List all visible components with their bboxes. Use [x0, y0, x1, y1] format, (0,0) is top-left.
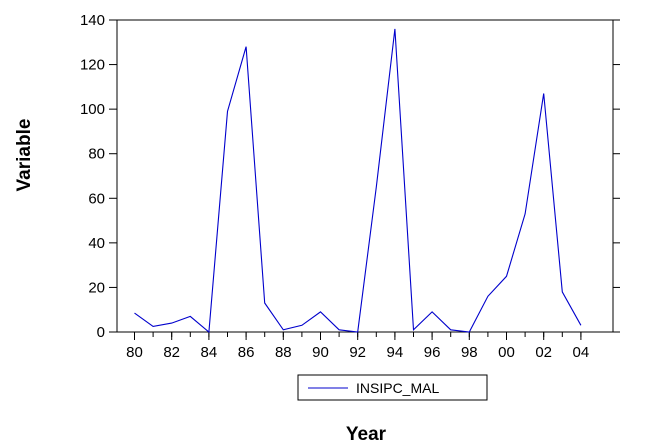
legend-label: INSIPC_MAL [356, 380, 439, 396]
x-axis-title: Year [346, 424, 387, 445]
x-tick-label: 88 [275, 344, 292, 361]
x-tick-label: 90 [312, 344, 329, 361]
x-tick-label: 94 [387, 344, 404, 361]
x-axis-ticks: 80 82 84 86 88 90 92 94 96 98 00 02 04 [126, 332, 589, 361]
chart-series [134, 28, 582, 334]
x-tick-label: 98 [461, 344, 478, 361]
plot-frame [116, 19, 614, 333]
y-axis-ticks: 0 20 40 60 80 100 120 140 [80, 12, 620, 341]
y-axis-title: Variable [14, 119, 35, 192]
x-tick-label: 96 [424, 344, 441, 361]
y-tick-label: 140 [80, 12, 105, 29]
x-tick-label: 86 [238, 344, 255, 361]
y-tick-label: 40 [88, 235, 105, 252]
x-tick-label: 80 [126, 344, 143, 361]
y-tick-label: 20 [88, 279, 105, 296]
chart-axes [116, 19, 614, 333]
x-tick-label: 04 [573, 344, 590, 361]
x-tick-label: 00 [498, 344, 515, 361]
x-tick-label: 92 [349, 344, 366, 361]
x-tick-label: 82 [163, 344, 180, 361]
y-tick-label: 60 [88, 190, 105, 207]
chart-legend: INSIPC_MAL [297, 374, 488, 401]
series-line [134, 28, 582, 334]
x-tick-label: 84 [201, 344, 218, 361]
y-tick-label: 80 [88, 146, 105, 163]
y-tick-label: 100 [80, 101, 105, 118]
y-tick-label: 0 [97, 324, 105, 341]
y-tick-label: 120 [80, 57, 105, 74]
x-tick-label: 02 [535, 344, 552, 361]
